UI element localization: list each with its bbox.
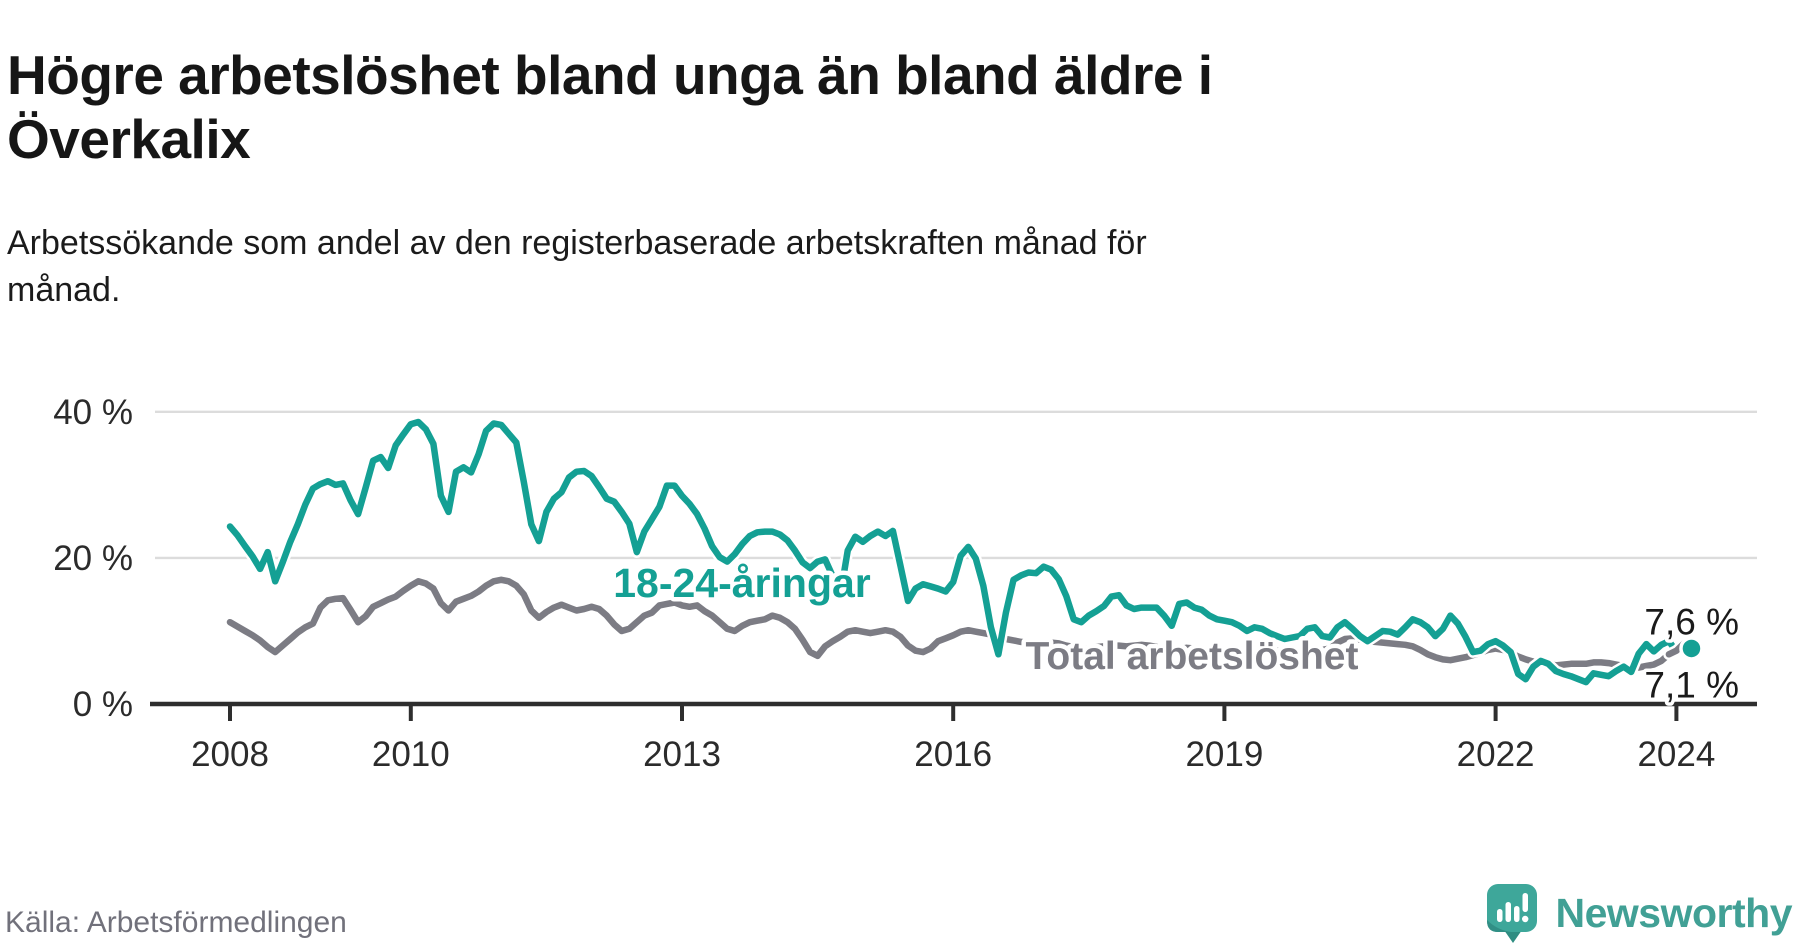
series-youth-end-dot	[1679, 636, 1704, 661]
x-axis-label-2016: 2016	[914, 735, 992, 774]
title-line-2: Överkalix	[7, 107, 251, 170]
x-axis-label-2010: 2010	[372, 735, 450, 774]
y-axis-label-20: 20 %	[53, 539, 133, 578]
series-line-total	[226, 576, 1695, 671]
x-axis-label-2024: 2024	[1637, 735, 1715, 774]
brand-logo: Newsworthy	[1486, 882, 1793, 944]
x-axis-label-2008: 2008	[191, 735, 269, 774]
series-label-youth: 18-24-åringar	[613, 560, 871, 606]
end-value-label-total: 7,1 %	[1644, 664, 1739, 705]
series-line-youth	[226, 418, 1695, 686]
brand-name: Newsworthy	[1555, 889, 1793, 936]
series-label-total: Total arbetslöshet	[1025, 635, 1358, 678]
subtitle-line-1: Arbetssökande som andel av den registerb…	[7, 224, 1147, 262]
x-axis-label-2019: 2019	[1185, 735, 1263, 774]
end-value-label-youth: 7,6 %	[1644, 601, 1739, 642]
subtitle-line-2: månad.	[7, 271, 121, 309]
x-axis-label-2013: 2013	[643, 735, 721, 774]
y-axis-label-0: 0 %	[73, 685, 133, 724]
newsworthy-logo-icon	[1486, 884, 1537, 943]
source-note: Källa: Arbetsförmedlingen	[5, 906, 347, 939]
x-axis-label-2022: 2022	[1457, 735, 1535, 774]
chart-subtitle: Arbetssökande som andel av den registerb…	[7, 220, 1507, 314]
y-axis-label-40: 40 %	[53, 393, 133, 432]
title-line-1: Högre arbetslöshet bland unga än bland ä…	[7, 43, 1213, 106]
page-title: Högre arbetslöshet bland unga än bland ä…	[7, 43, 1707, 171]
